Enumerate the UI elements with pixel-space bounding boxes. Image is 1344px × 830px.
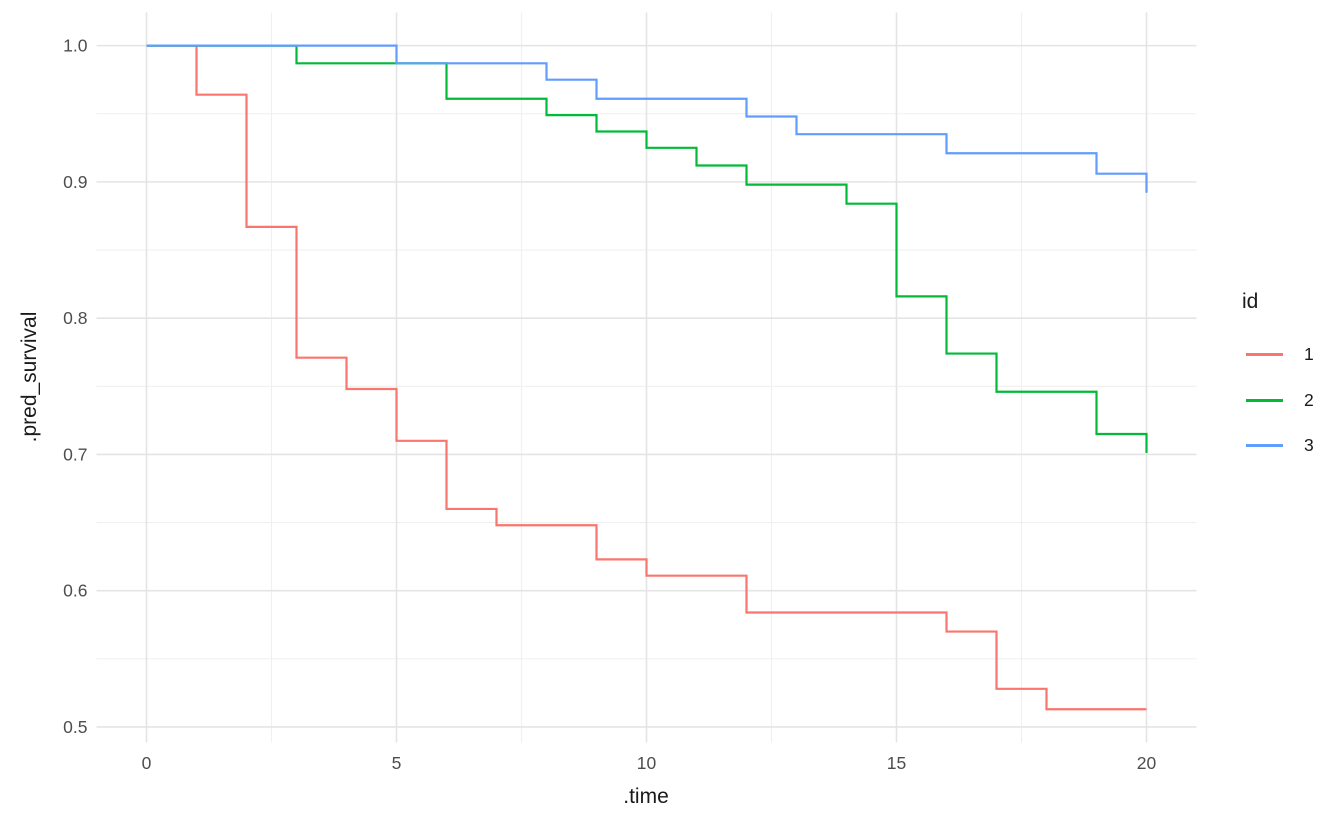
x-tick-label: 5 — [392, 753, 402, 773]
series-line-3 — [146, 44, 1148, 193]
y-tick-label: 0.6 — [63, 581, 87, 601]
legend-label: 3 — [1304, 435, 1314, 456]
legend: id 1 2 3 — [1242, 288, 1314, 469]
legend-entry-3: 3 — [1246, 423, 1314, 469]
legend-entry-2: 2 — [1246, 378, 1314, 424]
grid-major — [96, 12, 1197, 743]
legend-key-line-1 — [1246, 353, 1283, 357]
x-tick-label: 20 — [1137, 753, 1157, 773]
x-axis-title: .time — [623, 785, 669, 808]
y-tick-label: 0.7 — [63, 444, 87, 464]
axis-tick-labels: 0.5 0.6 0.7 0.8 0.9 1.0 0 5 10 15 20 — [63, 36, 1156, 773]
y-tick-label: 1.0 — [63, 36, 88, 56]
legend-key-line-2 — [1246, 398, 1283, 402]
series-line-1 — [146, 44, 1147, 711]
legend-entries: 1 2 3 — [1246, 332, 1314, 469]
y-axis-title: .pred_survival — [18, 311, 41, 443]
legend-entry-1: 1 — [1246, 332, 1314, 378]
legend-key-line-3 — [1246, 444, 1283, 448]
y-tick-label: 0.5 — [63, 717, 87, 737]
x-tick-label: 15 — [887, 753, 906, 773]
series-line-2 — [146, 44, 1148, 454]
legend-label: 1 — [1304, 344, 1314, 365]
legend-title: id — [1242, 290, 1259, 313]
x-tick-label: 0 — [142, 753, 152, 773]
y-tick-label: 0.8 — [63, 308, 87, 328]
legend-label: 2 — [1304, 389, 1314, 410]
y-tick-label: 0.9 — [63, 172, 87, 192]
x-tick-label: 10 — [637, 753, 657, 773]
